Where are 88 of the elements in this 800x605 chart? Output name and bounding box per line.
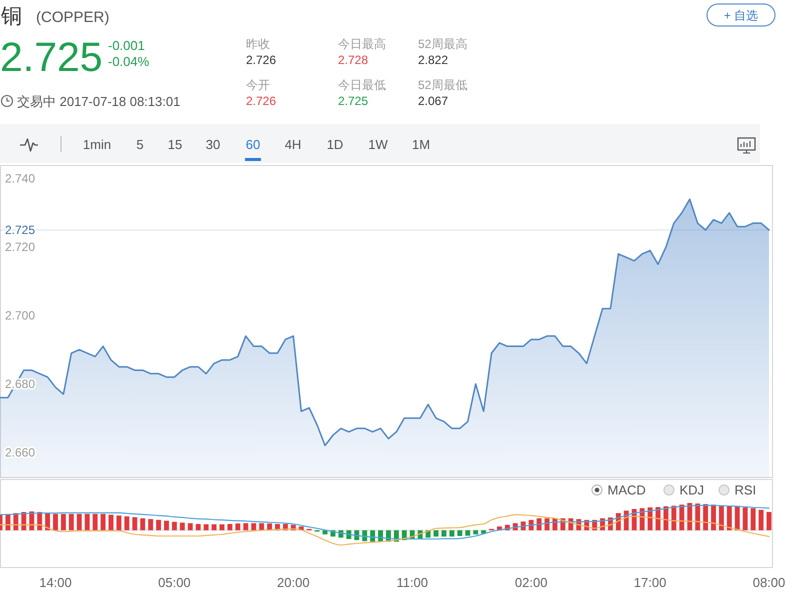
text: 1M [412,137,430,152]
x-tick-label: 08:00 [752,575,786,590]
text: 2.067 [418,94,448,108]
bar [53,514,58,530]
text: MACD [608,482,646,498]
bar [148,519,154,530]
x-tick-label: 05:00 [158,575,191,590]
x-tick-label: 02:00 [514,575,548,590]
text: 今日最低 [338,78,386,92]
text: 1W [368,137,388,152]
bar [60,514,66,530]
text: 2.822 [418,53,448,67]
bar [220,524,224,530]
bar [100,514,106,530]
bar [536,518,542,530]
text: 1min [82,137,112,152]
bar [243,523,248,530]
bar [235,523,240,530]
y-tick-label: 2.720 [5,240,36,254]
x-tick-label: 11:00 [396,575,428,590]
bar [227,524,232,530]
bar [92,514,98,530]
bar [124,516,130,530]
bar [758,510,764,530]
bar [726,506,732,530]
y-tick-label: 2.700 [5,308,36,323]
bar [108,514,114,530]
text: 60 [246,137,260,152]
bar [679,504,684,530]
text: 4H [284,137,302,152]
text: 2.726 [246,94,276,108]
bar [750,508,756,530]
text: 2.725 [338,94,368,108]
text: 今开 [246,78,270,92]
bar [204,524,209,530]
text: 52周最低 [418,78,468,92]
text: + 自选 [724,8,758,22]
bar [164,520,169,530]
bar [703,504,708,530]
bar [76,514,82,530]
text: 2.725 [0,34,103,80]
bar [45,513,50,530]
bar [322,530,328,534]
text: 52周最高 [418,37,468,51]
bar [116,516,122,530]
bar [188,523,193,530]
x-tick-label: 14:00 [39,575,72,590]
text: 交易中 2017-07-18 08:13:01 [17,94,180,109]
bar [434,530,438,537]
bar [718,505,724,530]
text: KDJ [680,482,704,498]
bar [449,530,454,537]
bar [156,520,162,530]
bar [742,507,748,530]
y-tick-label: 2.740 [5,172,36,186]
text: 5 [136,137,144,152]
text: 铜 [0,5,22,28]
bar [711,504,716,530]
bar [528,520,534,530]
ref-line-label: 2.725 [5,222,36,237]
text: RSI [734,482,756,498]
text: (COPPER) [36,9,110,26]
bar [251,523,256,530]
text: 15 [168,137,182,152]
bar [172,522,177,530]
bar [544,518,550,530]
bar [442,530,446,537]
bar [473,530,478,534]
x-tick-label: 17:00 [634,575,666,590]
text: 今日最高 [338,37,386,51]
text: 昨收 [246,37,270,51]
text: -0.001 [108,38,145,53]
x-tick-label: 20:00 [277,575,310,590]
text: 1D [326,137,344,152]
text: -0.04% [108,54,150,69]
bar [766,512,772,530]
y-tick-label: 2.660 [5,445,36,460]
text: 2.726 [246,53,276,67]
bar [180,522,185,530]
bar [132,517,138,530]
bar [196,524,201,530]
text: 2.728 [338,53,368,67]
bar [84,514,90,530]
text: 30 [206,137,220,152]
bar [140,518,146,530]
bar [457,530,462,536]
bar [212,524,217,530]
bar [68,514,74,530]
